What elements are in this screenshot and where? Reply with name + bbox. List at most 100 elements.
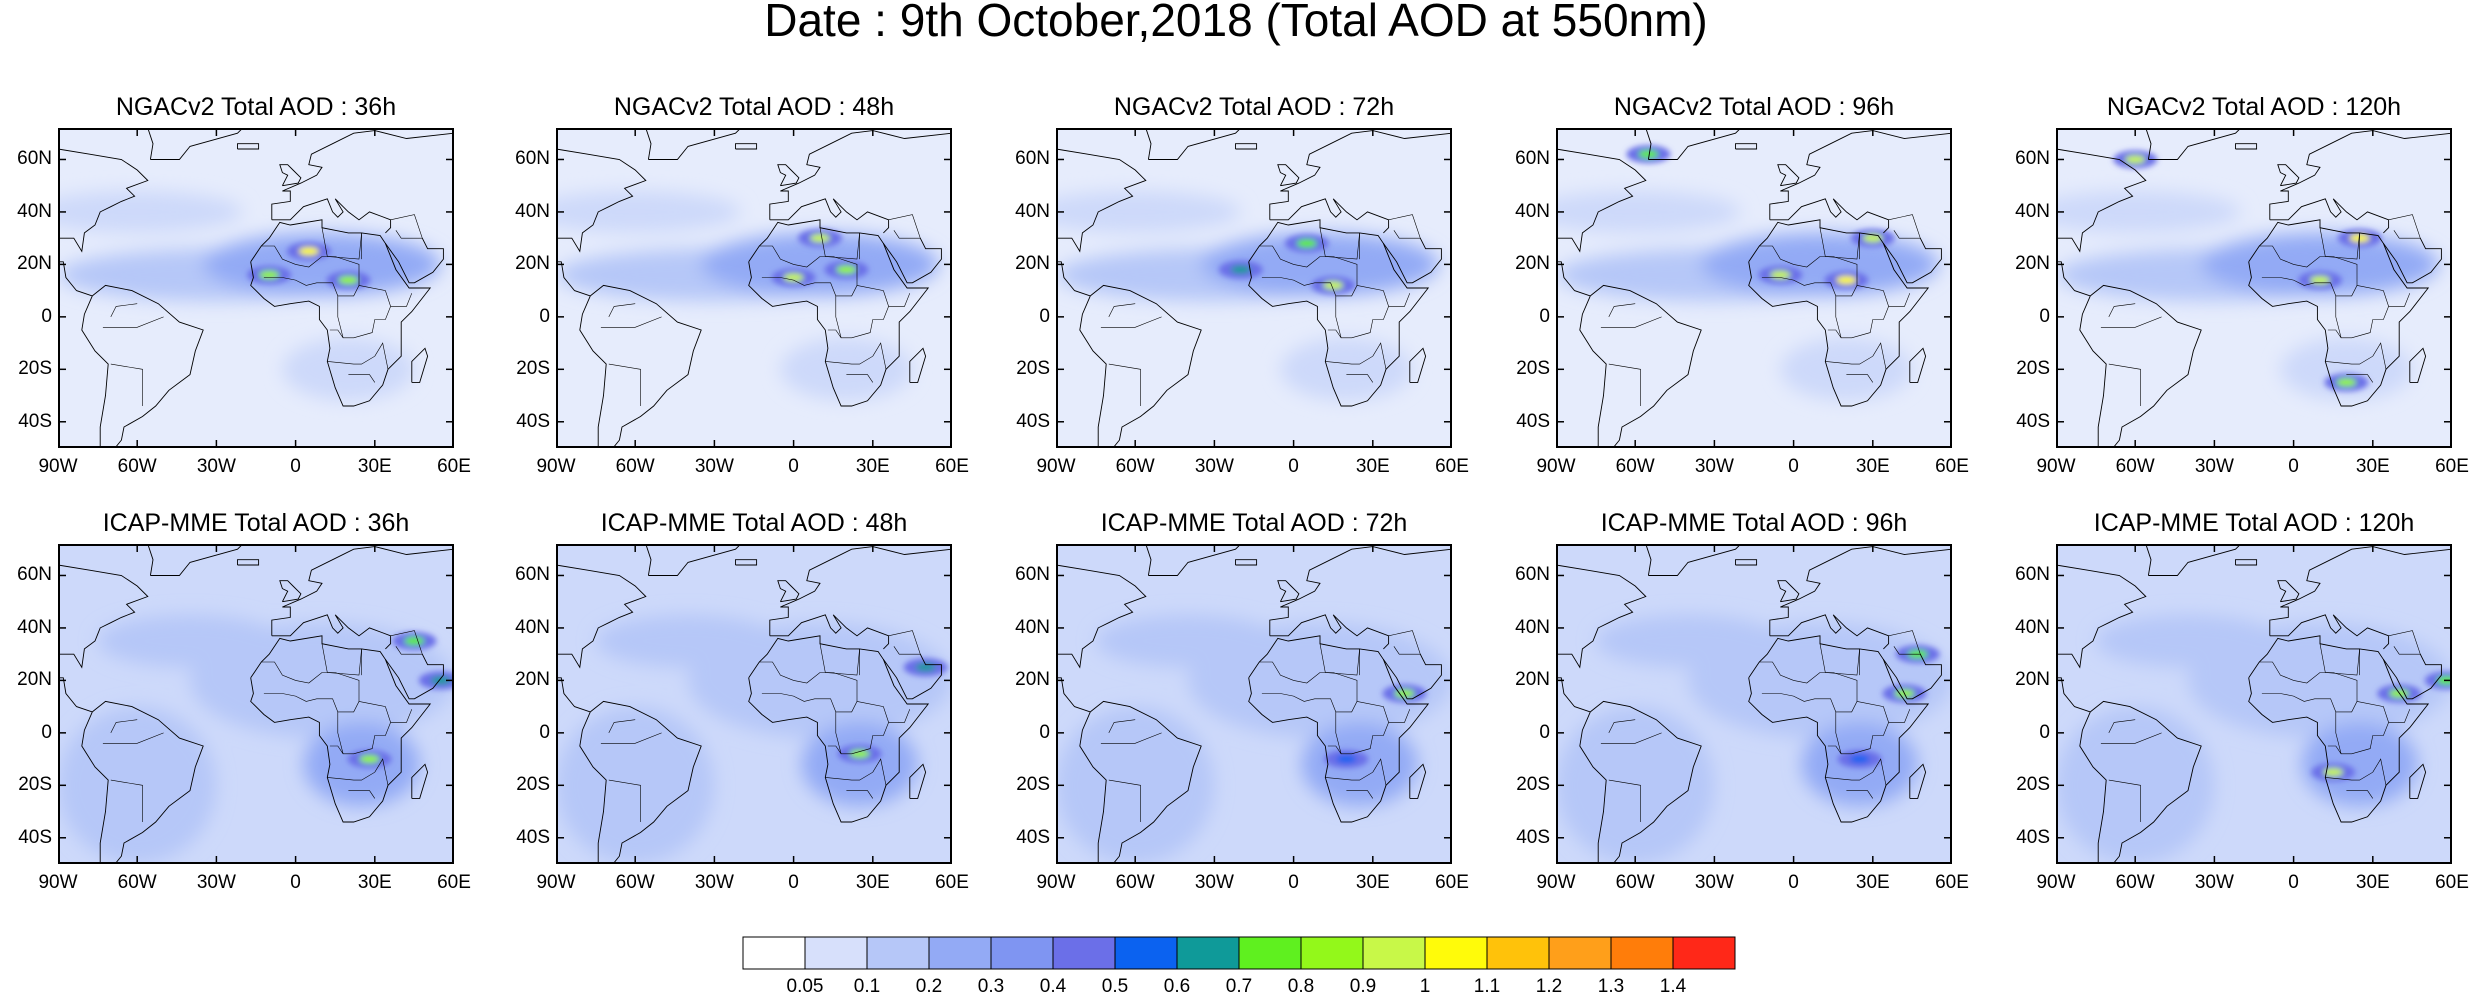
coastline	[58, 564, 149, 713]
country-border	[1388, 293, 1411, 307]
coastline	[2383, 653, 2442, 700]
country-border	[102, 732, 164, 744]
aerosol-band	[203, 232, 441, 296]
country-border	[329, 701, 391, 755]
country-border	[1608, 779, 1641, 822]
country-border	[835, 711, 842, 754]
country-border	[1846, 790, 1874, 799]
aod-hotspot-core	[404, 637, 425, 646]
coastline	[1556, 564, 1647, 713]
country-border	[608, 303, 636, 318]
lon-tick-label: 30E	[855, 456, 890, 477]
coastline	[1735, 559, 1758, 566]
country-border	[1335, 711, 1342, 754]
map-svg	[58, 544, 454, 864]
aerosol-band	[780, 337, 913, 401]
country-border	[1608, 363, 1641, 406]
aod-map	[58, 128, 454, 448]
coastline	[1269, 130, 1452, 220]
colorbar-box	[1610, 936, 1674, 970]
lon-tick-label: 0	[290, 872, 301, 893]
country-border	[1319, 643, 1360, 676]
lat-tick-label: 20S	[1516, 774, 1550, 796]
country-border	[327, 758, 389, 786]
lat-tick-label: 40S	[516, 410, 550, 432]
lon-tick-label: 60E	[1435, 456, 1469, 477]
country-border	[888, 630, 921, 655]
colorbar-box	[1300, 936, 1364, 970]
country-border	[2388, 709, 2411, 723]
lon-tick-label: 30E	[357, 456, 392, 477]
lon-tick-label: 0	[1288, 456, 1299, 477]
coastline	[1383, 237, 1442, 284]
colorbar-box	[928, 936, 992, 970]
country-border	[1325, 758, 1387, 786]
coastline	[1235, 559, 1258, 566]
aod-hotspot-core	[1862, 234, 1883, 243]
lon-tick-label: 30E	[2355, 456, 2390, 477]
lat-tick-label: 0	[2039, 305, 2050, 327]
coastline	[748, 635, 930, 823]
coastline	[735, 559, 758, 566]
colorbar-box	[742, 936, 806, 970]
country-border	[825, 758, 887, 786]
coastline	[1909, 347, 1927, 383]
aod-hotspot-core	[836, 265, 857, 274]
aod-hotspot-core	[1323, 281, 1344, 290]
colorbar-box	[1176, 936, 1240, 970]
lat-tick-label: 20S	[2016, 358, 2050, 380]
lon-tick-label: 0	[788, 456, 799, 477]
lon-tick-label: 30W	[1194, 456, 1234, 477]
coastline	[250, 635, 432, 823]
lon-tick-label: 90W	[2036, 456, 2076, 477]
lon-tick-label: 0	[2288, 872, 2299, 893]
colorbar-tick-label: 1.2	[1535, 976, 1563, 997]
country-border	[1319, 227, 1360, 260]
lon-tick-label: 30E	[1855, 872, 1890, 893]
colorbar-tick-label: 0.5	[1101, 976, 1129, 997]
coastline	[909, 347, 927, 383]
lon-tick-label: 90W	[1536, 872, 1576, 893]
lat-tick-label: 20N	[515, 669, 550, 691]
coastline	[1079, 700, 1202, 864]
aerosol-band	[1201, 232, 1439, 296]
lon-tick-label: 0	[2288, 456, 2299, 477]
country-border	[1327, 285, 1389, 339]
lon-tick-label: 30W	[1694, 872, 1734, 893]
coastline	[2235, 559, 2258, 566]
coastline	[1248, 219, 1430, 407]
lat-tick-label: 20N	[515, 253, 550, 275]
aerosol-band	[2301, 722, 2418, 807]
country-border	[600, 316, 662, 328]
lat-tick-label: 40S	[18, 826, 52, 848]
country-border	[2346, 790, 2374, 799]
coastline	[2056, 148, 2147, 297]
coastline	[271, 198, 392, 234]
panel-title: NGACv2 Total AOD : 72h	[1113, 93, 1395, 121]
panel-title: NGACv2 Total AOD : 48h	[613, 93, 895, 121]
lat-tick-label: 0	[1539, 721, 1550, 743]
lat-tick-label: 60N	[515, 148, 550, 170]
country-border	[1825, 758, 1887, 786]
lon-tick-label: 60E	[437, 456, 471, 477]
lat-tick-label: 20S	[18, 358, 52, 380]
aerosol-band	[1056, 190, 1241, 233]
lat-tick-label: 0	[1539, 305, 1550, 327]
map-svg	[1556, 128, 1952, 448]
lon-tick-label: 90W	[1036, 872, 1076, 893]
aerosol-band	[1056, 706, 1215, 864]
country-border	[1827, 285, 1889, 339]
coastline	[1769, 130, 1952, 220]
lat-tick-label: 20N	[2015, 669, 2050, 691]
lat-tick-label: 0	[1039, 305, 1050, 327]
country-border	[1825, 342, 1887, 370]
coastline	[1556, 148, 1647, 297]
colorbar-box	[1424, 936, 1488, 970]
colorbar-tick-label: 1.4	[1659, 976, 1687, 997]
coastline	[1777, 580, 1800, 603]
lon-tick-label: 90W	[1536, 456, 1576, 477]
aod-hotspot-core	[2323, 768, 2344, 777]
coastline	[147, 128, 244, 160]
lon-tick-label: 30W	[694, 456, 734, 477]
lon-tick-label: 60E	[1935, 456, 1969, 477]
